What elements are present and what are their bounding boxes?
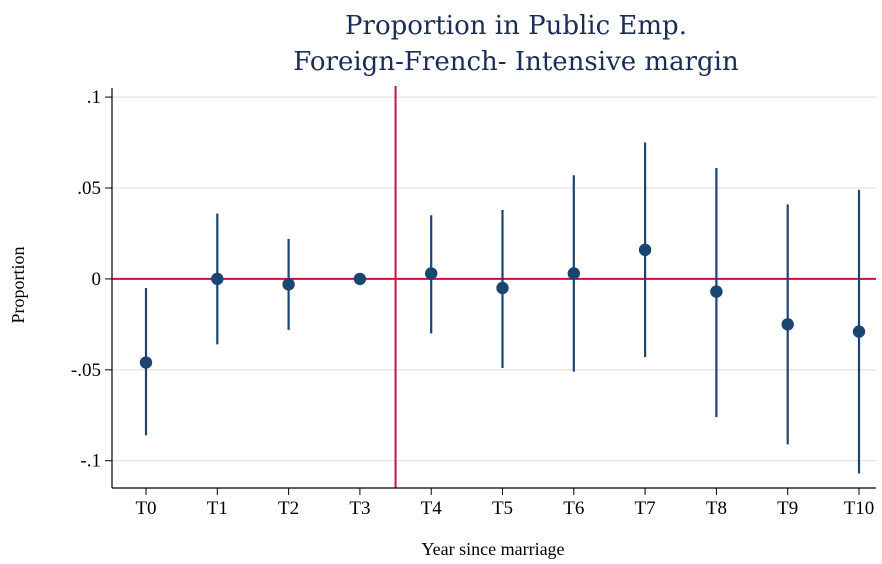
x-tick-labels: T0 T1 T2 T3 T4 T5 T6 T7 T8 T9 T10 xyxy=(135,498,874,519)
point-t5 xyxy=(496,281,509,295)
reference-lines xyxy=(112,86,876,488)
point-estimates xyxy=(139,243,866,369)
x-tick-label: T6 xyxy=(563,498,584,519)
x-tick-label: T10 xyxy=(844,498,875,519)
x-tick-label: T2 xyxy=(278,498,299,519)
x-tick-label: T5 xyxy=(492,498,513,519)
y-tick-label: -.05 xyxy=(71,360,101,381)
x-tick-label: T1 xyxy=(207,498,228,519)
confidence-intervals xyxy=(144,142,861,474)
point-t2 xyxy=(282,278,295,291)
point-t9 xyxy=(781,318,794,331)
x-tick-label: T3 xyxy=(349,498,370,519)
chart-title-line-2: Foreign-French- Intensive margin xyxy=(293,47,739,77)
point-t6 xyxy=(567,267,580,280)
point-t7 xyxy=(638,243,652,257)
x-tick-label: T0 xyxy=(135,498,156,519)
grid-lines xyxy=(112,96,876,462)
axes xyxy=(105,88,876,495)
point-t0 xyxy=(139,356,153,369)
x-tick-label: T9 xyxy=(777,498,798,519)
chart-title-line-1: Proportion in Public Emp. xyxy=(345,11,687,41)
point-t1 xyxy=(211,272,224,286)
y-tick-label: 0 xyxy=(92,269,102,290)
point-t10 xyxy=(852,325,866,338)
point-t8 xyxy=(710,285,723,298)
y-axis-title: Proportion xyxy=(8,246,28,323)
y-tick-labels: .1 .05 0 -.05 -.1 xyxy=(71,87,101,472)
point-t4 xyxy=(425,267,438,280)
x-tick-label: T7 xyxy=(635,498,656,519)
y-tick-label: .1 xyxy=(87,87,101,108)
y-tick-label: -.1 xyxy=(80,451,101,472)
x-tick-label: T8 xyxy=(706,498,727,519)
x-tick-label: T4 xyxy=(421,498,443,519)
point-t3 xyxy=(353,272,367,286)
x-axis-title: Year since marriage xyxy=(421,539,564,559)
y-tick-label: .05 xyxy=(77,178,101,199)
